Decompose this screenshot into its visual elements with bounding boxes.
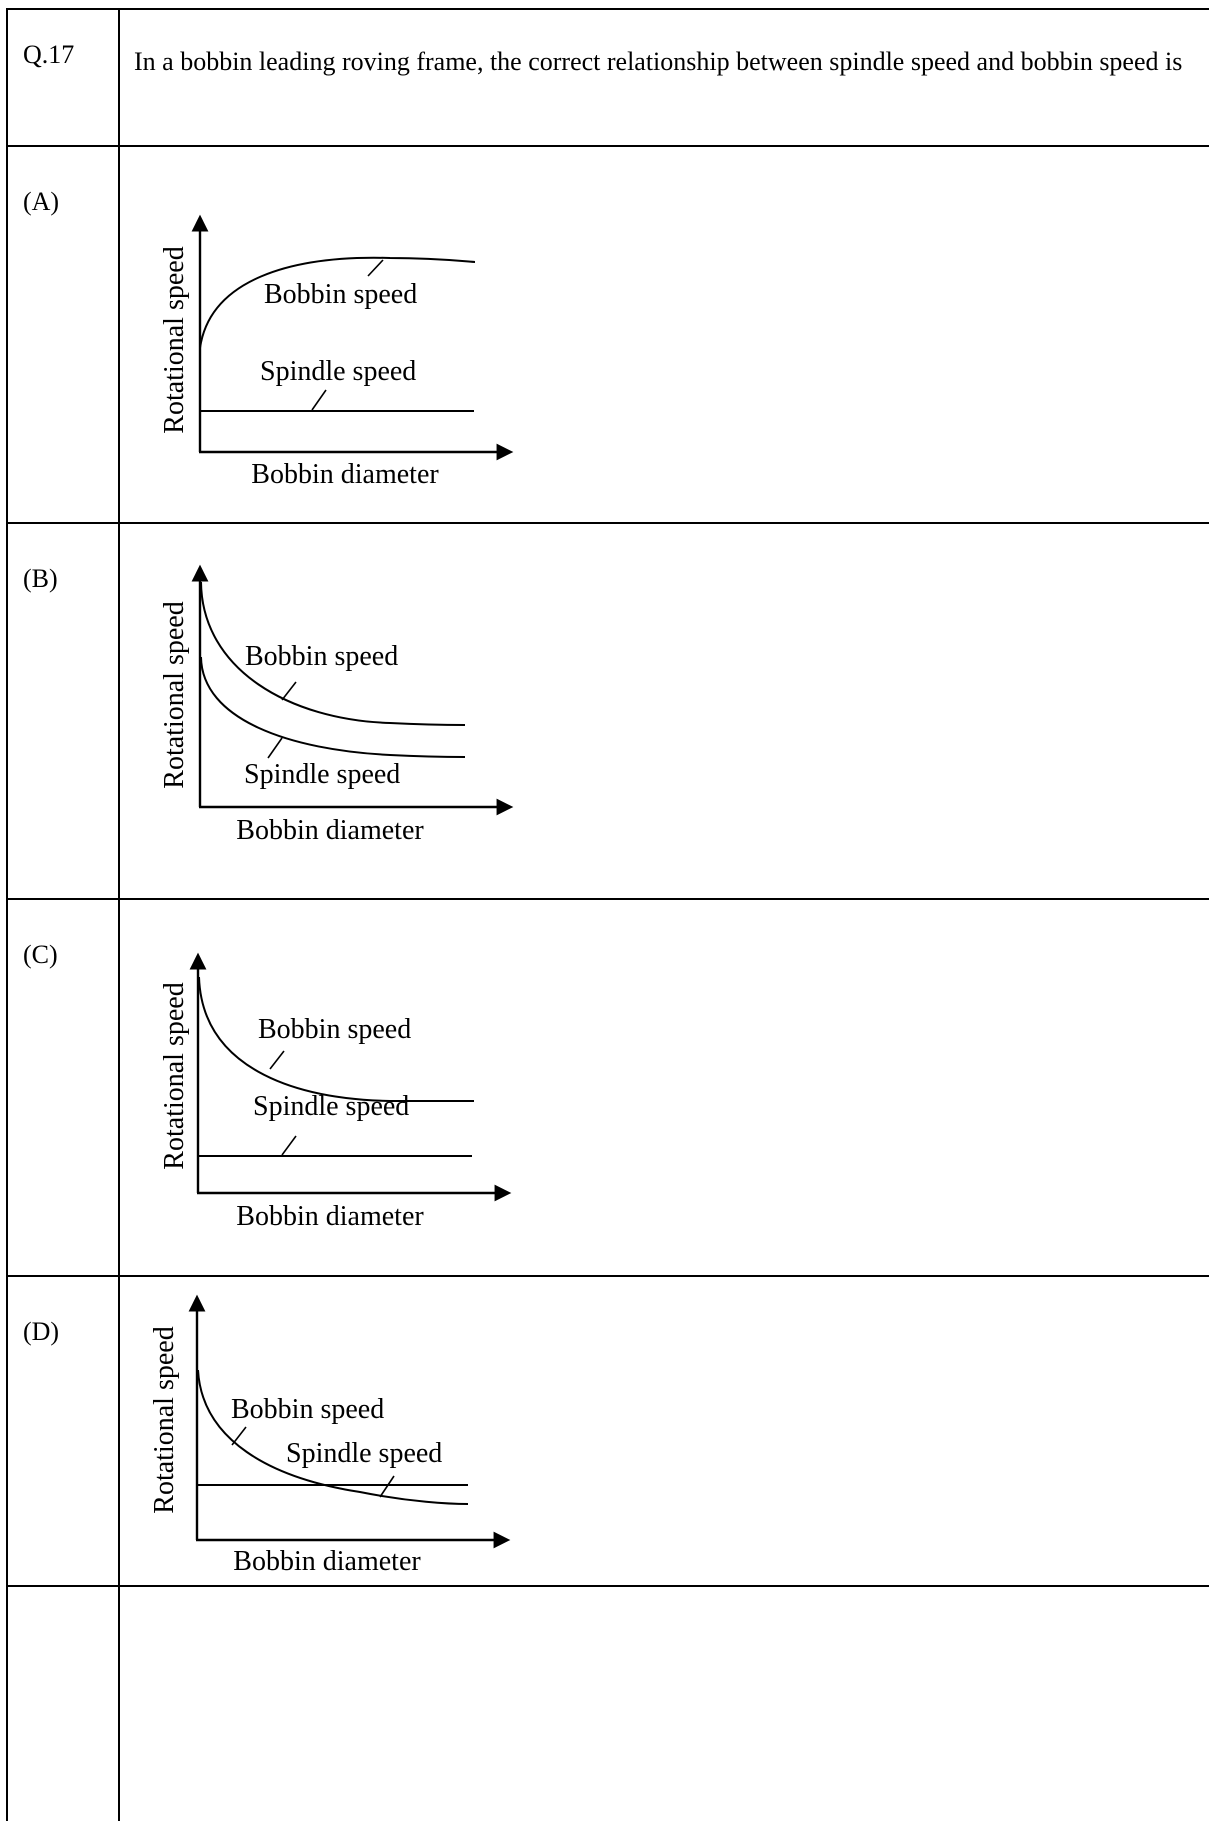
option-b-label: (B) [23, 564, 58, 593]
bobbin-speed-curve [198, 976, 474, 1102]
table-rule-left [6, 8, 8, 1821]
spindle-speed-label: Spindle speed [260, 356, 416, 387]
option-a-graph: Rotational speed Bobbin diameter Bobbin … [159, 214, 514, 490]
bobbin-speed-label: Bobbin speed [264, 279, 417, 310]
spindle-speed-label: Spindle speed [253, 1091, 409, 1122]
x-axis-label: Bobbin diameter [233, 1546, 421, 1577]
option-a-label: (A) [23, 187, 60, 216]
bobbin-speed-leader [281, 681, 297, 701]
question-number: Q.17 [23, 40, 75, 69]
table-rule-2 [6, 522, 1209, 524]
y-axis-label: Rotational speed [159, 982, 190, 1169]
spindle-speed-leader [379, 1475, 395, 1498]
bobbin-speed-label: Bobbin speed [231, 1394, 384, 1425]
spindle-speed-leader [267, 737, 283, 759]
y-axis-label: Rotational speed [159, 246, 190, 433]
x-axis-label: Bobbin diameter [236, 815, 424, 846]
option-b-graph: Rotational speed Bobbin diameter Bobbin … [159, 564, 514, 846]
option-c-graph: Rotational speed Bobbin diameter Bobbin … [159, 952, 512, 1232]
bobbin-speed-curve [199, 256, 476, 349]
table-rule-top [6, 8, 1209, 10]
spindle-speed-leader [311, 389, 327, 411]
x-axis-label: Bobbin diameter [251, 459, 439, 490]
bobbin-speed-leader [269, 1050, 285, 1070]
y-axis-label: Rotational speed [149, 1326, 180, 1513]
y-axis-label: Rotational speed [159, 601, 190, 788]
spindle-speed-leader [281, 1135, 297, 1156]
table-rule-4 [6, 1275, 1209, 1277]
bobbin-speed-leader [231, 1426, 247, 1446]
bobbin-speed-curve [197, 1369, 469, 1505]
bobbin-speed-leader [367, 259, 384, 277]
option-d-label: (D) [23, 1317, 60, 1346]
question-text: In a bobbin leading roving frame, the co… [134, 47, 1183, 76]
bobbin-speed-curve [200, 581, 466, 726]
table-rule-5 [6, 1585, 1209, 1587]
bobbin-speed-label: Bobbin speed [245, 641, 398, 672]
x-axis-label: Bobbin diameter [236, 1201, 424, 1232]
option-c-label: (C) [23, 940, 58, 969]
spindle-speed-label: Spindle speed [244, 759, 400, 790]
bobbin-speed-label: Bobbin speed [258, 1014, 411, 1045]
table-rule-3 [6, 898, 1209, 900]
table-rule-divider [118, 8, 120, 1821]
option-d-graph: Rotational speed Bobbin diameter Bobbin … [149, 1294, 511, 1577]
spindle-speed-curve [200, 656, 466, 758]
spindle-speed-label: Spindle speed [286, 1438, 442, 1469]
table-rule-1 [6, 145, 1209, 147]
